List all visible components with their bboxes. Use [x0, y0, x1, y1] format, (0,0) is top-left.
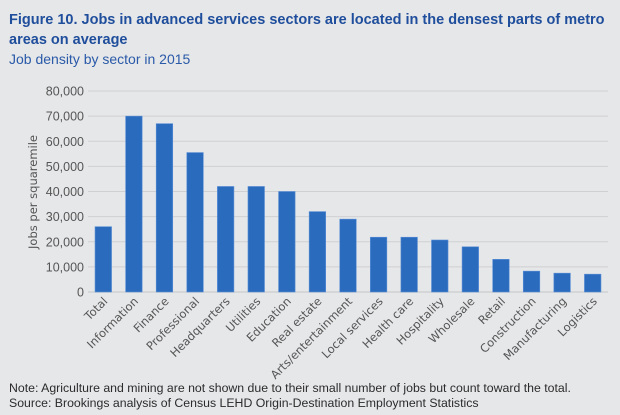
bar-wholesale	[461, 246, 479, 293]
bar-finance	[155, 123, 174, 293]
y-tick-label: 20,000	[46, 235, 84, 249]
y-tick-label: 50,000	[46, 160, 84, 174]
note-text: Note: Agriculture and mining are not sho…	[9, 381, 571, 395]
figure-title: Figure 10. Jobs in advanced services sec…	[9, 12, 605, 48]
y-tick-label: 80,000	[46, 85, 84, 99]
bar-utilities	[247, 186, 265, 293]
bar-headquarters	[217, 186, 235, 293]
y-axis-ticks: 0 10,000 20,000 30,000 40,000 50,000 60,000 70,…	[46, 85, 84, 300]
y-tick-label: 30,000	[46, 210, 84, 224]
bar-arts-entertainment	[339, 218, 357, 293]
y-axis-label: Jobs per squaremile	[26, 135, 40, 250]
bar-information	[125, 115, 143, 293]
x-axis-labels: TotalInformationFinanceProfessionalHeadq…	[81, 294, 600, 382]
bar-logistics	[584, 273, 602, 293]
source-text: Source: Brookings analysis of Census LEH…	[9, 396, 479, 410]
bar-real-estate	[308, 211, 326, 293]
bar-manufacturing	[553, 272, 571, 293]
figure-subtitle: Job density by sector in 2015	[9, 51, 191, 67]
bar-education	[278, 191, 296, 293]
bar-professional	[186, 152, 204, 293]
y-tick-label: 60,000	[46, 135, 84, 149]
y-tick-label: 40,000	[46, 185, 84, 199]
bars	[94, 115, 602, 293]
footnote: Note: Agriculture and mining are not sho…	[9, 381, 571, 411]
y-tick-label: 0	[77, 286, 84, 300]
y-tick-label: 10,000	[46, 260, 84, 274]
bar-hospitality	[431, 239, 449, 293]
bar-retail	[492, 259, 510, 293]
bar-construction	[522, 270, 541, 293]
y-tick-label: 70,000	[46, 110, 84, 124]
bar-total	[94, 226, 112, 293]
bar-local-services	[370, 236, 388, 293]
bar-health-care	[400, 236, 418, 293]
